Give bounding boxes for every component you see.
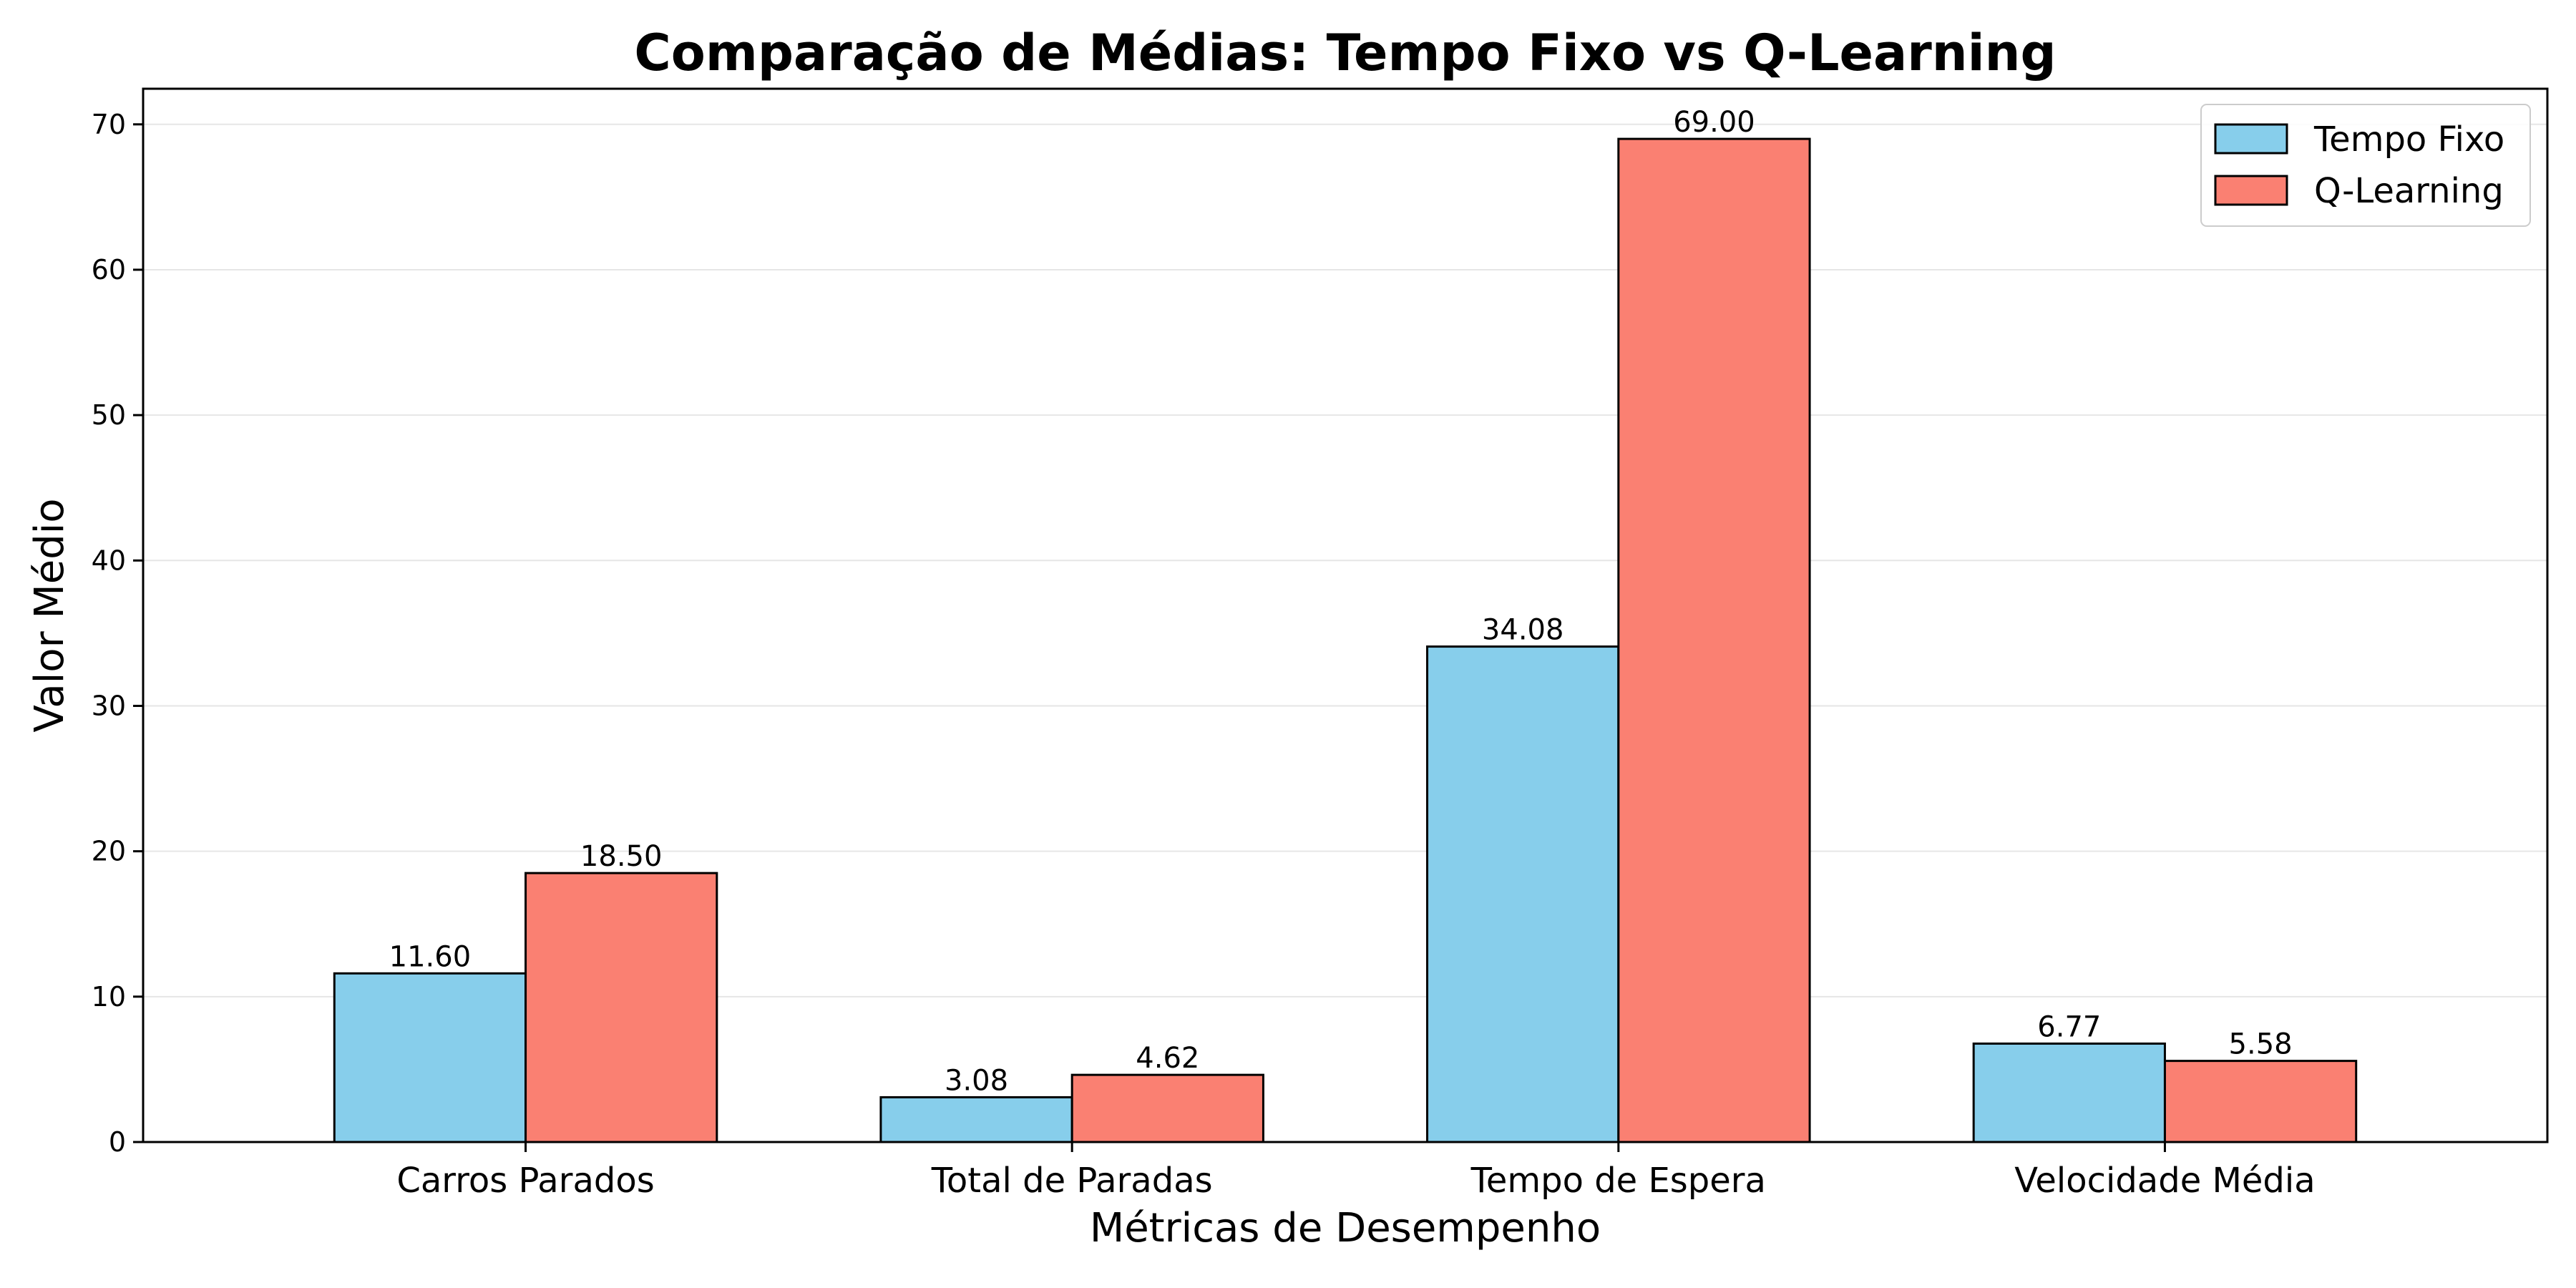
bar-q-learning xyxy=(2163,1060,2358,1143)
legend: Tempo Fixo Q-Learning xyxy=(2200,104,2531,227)
bar-q-learning xyxy=(1070,1073,1264,1143)
y-tick-label: 0 xyxy=(109,1126,126,1158)
y-tick-label: 20 xyxy=(92,836,126,867)
bar-value-label: 6.77 xyxy=(2037,1010,2101,1043)
legend-label: Q-Learning xyxy=(2314,171,2504,211)
bar-tempo-fixo xyxy=(1426,645,1620,1143)
x-tick-label: Velocidade Média xyxy=(2014,1161,2315,1201)
bar-tempo-fixo xyxy=(1972,1042,2166,1143)
data-labels: 11.60 18.50 3.08 4.62 34.08 69.00 6.77 5.58 xyxy=(389,106,2293,1097)
legend-swatch xyxy=(2214,123,2288,155)
chart-title: Comparação de Médias: Tempo Fixo vs Q-Le… xyxy=(634,24,2056,82)
bar-q-learning xyxy=(525,872,718,1143)
x-tick-label: Carros Parados xyxy=(396,1161,654,1201)
bar-tempo-fixo xyxy=(879,1096,1073,1143)
bar-value-label: 69.00 xyxy=(1673,106,1755,139)
bar-value-label: 5.58 xyxy=(2229,1028,2293,1061)
y-axis-ticks: 0 10 20 30 40 50 60 70 xyxy=(92,109,143,1158)
y-tick-label: 10 xyxy=(92,981,126,1013)
bars xyxy=(333,137,2358,1143)
legend-swatch xyxy=(2214,175,2288,206)
y-axis-label: Valor Médio xyxy=(26,498,73,732)
y-tick-label: 60 xyxy=(92,254,126,286)
x-axis-ticks: Carros Parados Total de Paradas Tempo de E… xyxy=(396,1142,2316,1201)
bar-tempo-fixo xyxy=(333,972,527,1143)
y-tick-label: 70 xyxy=(92,109,126,140)
bar-value-label: 11.60 xyxy=(389,940,472,973)
bar-value-label: 18.50 xyxy=(580,840,663,873)
bar-value-label: 3.08 xyxy=(945,1064,1008,1097)
y-tick-label: 40 xyxy=(92,545,126,576)
y-tick-label: 30 xyxy=(92,690,126,721)
y-tick-label: 50 xyxy=(92,399,126,431)
x-tick-label: Tempo de Espera xyxy=(1470,1161,1766,1201)
bar-q-learning xyxy=(1617,137,1811,1143)
legend-label: Tempo Fixo xyxy=(2313,119,2504,160)
bar-value-label: 4.62 xyxy=(1136,1042,1199,1075)
plot-frame xyxy=(142,87,2549,1143)
x-axis-label: Métricas de Desempenho xyxy=(1090,1205,1601,1252)
x-tick-label: Total de Paradas xyxy=(931,1161,1213,1201)
bar-value-label: 34.08 xyxy=(1482,614,1564,647)
